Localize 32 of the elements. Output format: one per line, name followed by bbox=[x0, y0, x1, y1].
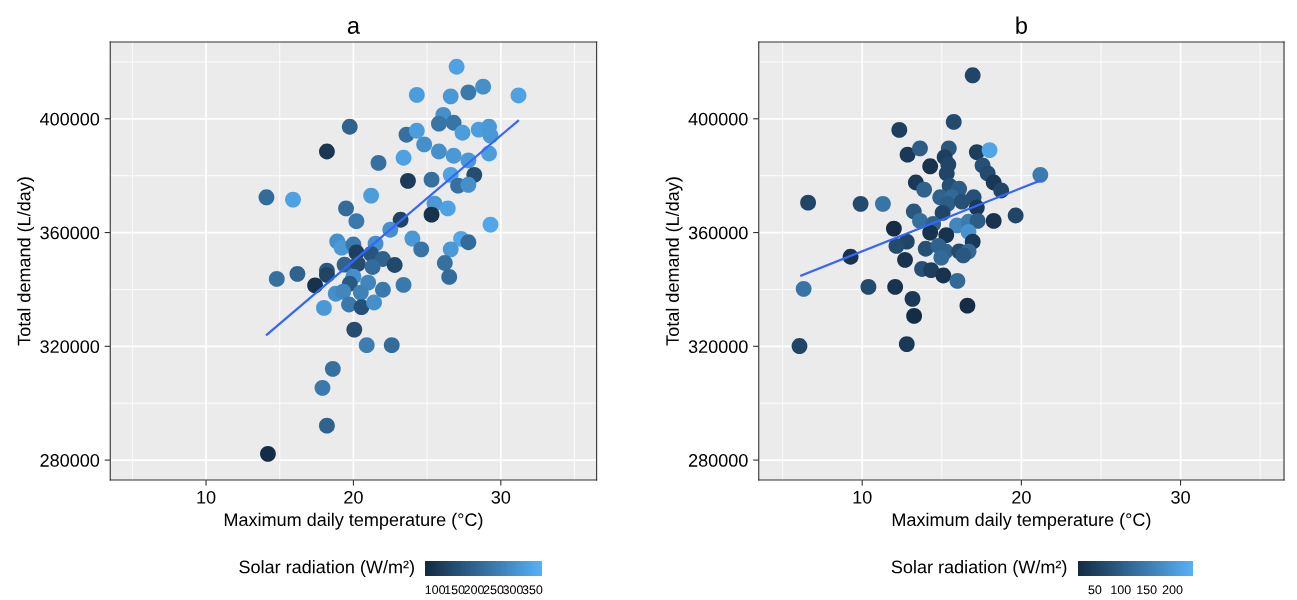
color-bar-label: 250 bbox=[483, 585, 504, 595]
color-bar-label: 150 bbox=[1137, 585, 1157, 595]
y-tick-label: 280000 bbox=[688, 454, 748, 467]
y-tick-label: 400000 bbox=[40, 112, 100, 126]
y-tick-label: 320000 bbox=[40, 340, 100, 354]
y-axis-title: Total demand (L/day) bbox=[665, 177, 683, 346]
x-tick-label: 10 bbox=[853, 490, 872, 504]
color-bar-label: 50 bbox=[1088, 585, 1102, 595]
color-bar-label: 300 bbox=[503, 585, 523, 595]
color-bar-label: 100 bbox=[425, 585, 446, 595]
x-tick-label: 10 bbox=[197, 490, 216, 504]
color-bar-title: Solar radiation (W/m²) bbox=[239, 560, 414, 577]
x-axis-title: Maximum daily temperature (°C) bbox=[892, 512, 1151, 530]
y-tick-label: 280000 bbox=[40, 454, 100, 467]
y-tick-label: 320000 bbox=[688, 340, 748, 354]
x-tick-label: 30 bbox=[491, 490, 511, 504]
color-bar-label: 200 bbox=[464, 585, 484, 595]
color-bar-title: Solar radiation (W/m²) bbox=[891, 560, 1067, 577]
chart-title: a bbox=[347, 20, 360, 34]
color-bar-label: 150 bbox=[445, 585, 465, 595]
color-bar-label: 350 bbox=[522, 585, 543, 595]
y-tick-label: 400000 bbox=[688, 112, 748, 126]
color-bar-label: 100 bbox=[1111, 585, 1131, 595]
x-tick-label: 20 bbox=[1012, 490, 1031, 504]
x-axis-title: Maximum daily temperature (°C) bbox=[224, 512, 483, 530]
y-axis-title: Total demand (L/day) bbox=[17, 177, 35, 346]
y-tick-label: 360000 bbox=[688, 226, 748, 240]
x-tick-label: 30 bbox=[1171, 490, 1190, 504]
chart-title: b bbox=[1016, 16, 1027, 34]
color-bar-label: 200 bbox=[1162, 585, 1183, 595]
y-tick-label: 360000 bbox=[40, 226, 100, 240]
x-tick-label: 20 bbox=[344, 490, 363, 504]
